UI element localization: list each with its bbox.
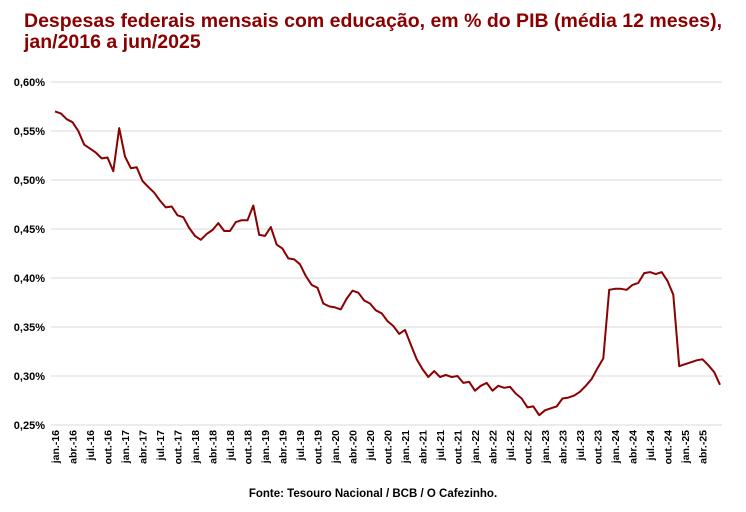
- x-tick-label: jan.-19: [260, 430, 272, 464]
- x-tick-label: jul.-19: [295, 430, 307, 462]
- series: [54, 110, 721, 417]
- x-tick-label: jan.-23: [540, 430, 552, 464]
- y-tick-label: 0,35%: [14, 322, 45, 334]
- y-tick-label: 0,30%: [14, 371, 45, 383]
- x-tick-label: abr.-18: [208, 430, 220, 464]
- x-tick-label: jan.-22: [470, 430, 482, 464]
- x-tick-label: jul.-23: [575, 430, 587, 462]
- x-tick-label: out.-16: [103, 430, 115, 465]
- x-tick-label: abr.-22: [488, 430, 500, 464]
- y-tick-label: 0,55%: [14, 126, 45, 138]
- y-axis: 0,25% 0,30% 0,35% 0,40% 0,45% 0,50% 0,55% 0,60%: [14, 77, 45, 432]
- series-line: [54, 110, 721, 417]
- x-tick-label: jul.-16: [85, 430, 97, 462]
- x-tick-label: jan.-16: [50, 430, 62, 464]
- x-tick-label: abr.-23: [558, 430, 570, 464]
- x-axis: jan.-16 abr.-16 jul.-16 out.-16 jan.-17 abr.-…: [50, 430, 710, 465]
- x-tick-label: jan.-25: [680, 430, 692, 464]
- y-tick-label: 0,25%: [14, 420, 45, 432]
- x-tick-label: out.-24: [663, 430, 675, 465]
- x-tick-label: jul.-22: [505, 430, 517, 462]
- y-tick-label: 0,50%: [14, 175, 45, 187]
- x-tick-label: out.-19: [313, 430, 325, 465]
- x-tick-label: out.-21: [453, 430, 465, 465]
- x-tick-label: abr.-20: [348, 430, 360, 464]
- gridlines: [51, 81, 722, 426]
- x-tick-label: out.-23: [593, 430, 605, 465]
- source-note: Fonte: Tesouro Nacional / BCB / O Cafezi…: [248, 488, 498, 500]
- x-tick-label: out.-22: [523, 430, 535, 465]
- y-tick-label: 0,45%: [14, 224, 45, 236]
- x-tick-label: out.-18: [243, 430, 255, 465]
- chart-title: Despesas federais mensais com educação, …: [24, 10, 722, 53]
- x-tick-label: abr.-21: [418, 430, 430, 464]
- x-tick-label: out.-20: [383, 430, 395, 465]
- x-tick-label: out.-17: [173, 430, 185, 465]
- x-tick-label: jul.-21: [435, 430, 447, 462]
- x-tick-label: jan.-24: [610, 430, 622, 464]
- x-tick-label: jul.-17: [155, 430, 167, 462]
- x-tick-label: jan.-18: [190, 430, 202, 464]
- x-tick-label: jan.-20: [330, 430, 342, 464]
- x-tick-label: jan.-17: [120, 430, 132, 464]
- y-tick-label: 0,40%: [14, 273, 45, 285]
- x-tick-label: abr.-24: [628, 430, 640, 464]
- x-tick-label: abr.-25: [698, 430, 710, 464]
- x-tick-label: jul.-20: [365, 430, 377, 462]
- x-tick-label: jul.-24: [645, 430, 657, 462]
- y-tick-label: 0,60%: [14, 77, 45, 89]
- x-tick-label: jul.-18: [225, 430, 237, 462]
- x-tick-label: abr.-19: [278, 430, 290, 464]
- x-tick-label: abr.-16: [68, 430, 80, 464]
- x-tick-label: abr.-17: [138, 430, 150, 464]
- x-tick-label: jan.-21: [400, 430, 412, 464]
